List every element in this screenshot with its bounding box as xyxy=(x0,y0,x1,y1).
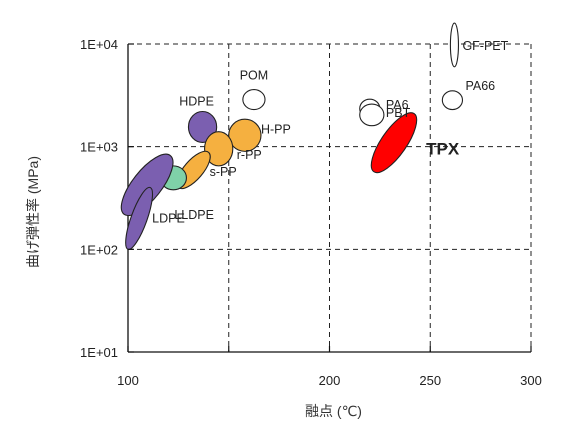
data-label-tpx: TPX xyxy=(426,140,460,159)
x-axis: 100 200 250 300 xyxy=(117,346,542,388)
point-pa66 xyxy=(441,90,464,111)
y-axis: 1E+01 1E+02 1E+03 1E+04 xyxy=(80,37,134,360)
x-tick-label: 250 xyxy=(419,373,441,388)
data-label-hdpe: HDPE xyxy=(179,95,214,109)
point-pbt xyxy=(359,103,385,127)
point-lldpe xyxy=(120,153,174,217)
point-hdpe xyxy=(187,110,218,143)
data-label-ldpe: LDPE xyxy=(152,211,185,225)
data-label-gf-pet: GF-PET xyxy=(462,39,508,53)
data-label-pa6: PA6 xyxy=(386,98,409,112)
data-label-pbt: PBT xyxy=(386,106,411,120)
data-label-pom: POM xyxy=(240,69,268,83)
x-axis-title: 融点 (℃) xyxy=(305,403,362,419)
point-gf-pet xyxy=(449,22,460,68)
data-label-pa66: PA66 xyxy=(465,79,495,93)
point-h-pp xyxy=(228,118,262,152)
y-tick-label: 1E+03 xyxy=(80,140,118,155)
grid xyxy=(128,43,532,352)
data-label-lldpe: LLDPE xyxy=(174,208,214,222)
data-label-h-pp: H-PP xyxy=(261,122,291,136)
x-tick-label: 300 xyxy=(520,373,542,388)
y-tick-label: 1E+01 xyxy=(80,345,118,360)
data-label-s-pp: s-PP xyxy=(210,165,237,179)
data-label-r-pp: r-PP xyxy=(237,148,262,162)
point-tpx xyxy=(370,112,418,174)
y-axis-title: 曲げ弾性率 (MPa) xyxy=(25,156,41,268)
x-tick-label: 100 xyxy=(117,373,139,388)
x-tick-label: 200 xyxy=(319,373,341,388)
point-pom xyxy=(242,89,266,111)
y-tick-label: 1E+02 xyxy=(80,242,118,257)
point-r-pp xyxy=(204,131,234,167)
y-tick-label: 1E+04 xyxy=(80,37,118,52)
data-points xyxy=(120,22,464,251)
